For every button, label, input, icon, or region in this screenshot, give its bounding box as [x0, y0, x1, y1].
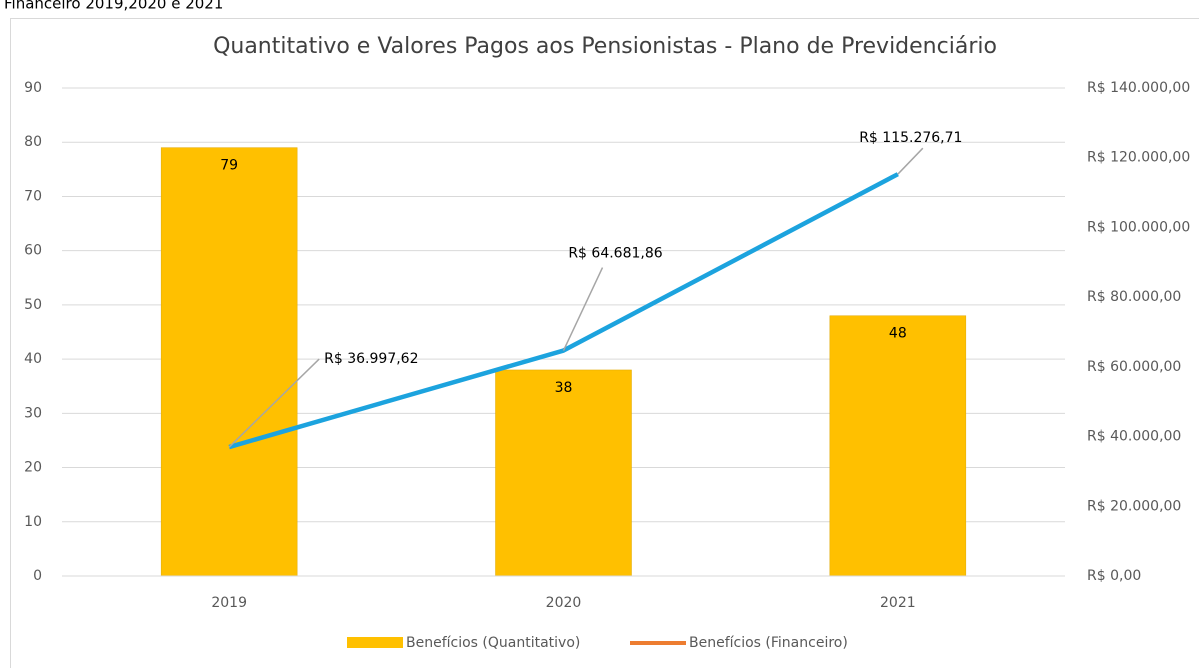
y2-tick-label: R$ 140.000,00 [1087, 80, 1190, 96]
caption: Financeiro 2019,2020 e 2021 [4, 0, 223, 13]
chart-title: Quantitativo e Valores Pagos aos Pension… [213, 34, 997, 59]
legend-label: Benefícios (Quantitativo) [406, 635, 580, 651]
bar [829, 315, 967, 577]
x-tick-label: 2019 [211, 595, 247, 611]
y-tick-label: 70 [24, 188, 42, 204]
y-tick-label: 50 [24, 297, 42, 313]
data-label: R$ 36.997,62 [324, 351, 418, 367]
y-tick-label: 0 [33, 568, 42, 584]
bar [160, 147, 298, 577]
data-label: R$ 64.681,86 [568, 246, 662, 262]
y-tick-label: 90 [24, 80, 42, 96]
legend-label: Benefícios (Financeiro) [689, 635, 848, 651]
legend-swatch [347, 637, 403, 648]
y-tick-label: 10 [24, 514, 42, 530]
leader-line [228, 358, 320, 448]
data-label: 48 [889, 326, 907, 342]
y-tick-label: 20 [24, 460, 42, 476]
y2-tick-label: R$ 100.000,00 [1087, 219, 1190, 235]
data-label: R$ 115.276,71 [859, 130, 962, 146]
y2-tick-label: R$ 80.000,00 [1087, 289, 1181, 305]
y2-tick-label: R$ 40.000,00 [1087, 429, 1181, 445]
y2-tick-label: R$ 0,00 [1087, 568, 1141, 584]
y-tick-label: 40 [24, 351, 42, 367]
leader-line [897, 147, 924, 175]
y2-tick-label: R$ 120.000,00 [1087, 150, 1190, 166]
data-label: 38 [555, 380, 573, 396]
leader-line [562, 267, 604, 351]
y2-tick-label: R$ 20.000,00 [1087, 498, 1181, 514]
y-tick-label: 30 [24, 405, 42, 421]
y-tick-label: 80 [24, 134, 42, 150]
x-tick-label: 2021 [880, 595, 916, 611]
y-tick-label: 60 [24, 243, 42, 259]
data-label: 79 [220, 158, 238, 174]
x-tick-label: 2020 [546, 595, 582, 611]
y2-tick-label: R$ 60.000,00 [1087, 359, 1181, 375]
bar [495, 369, 632, 577]
